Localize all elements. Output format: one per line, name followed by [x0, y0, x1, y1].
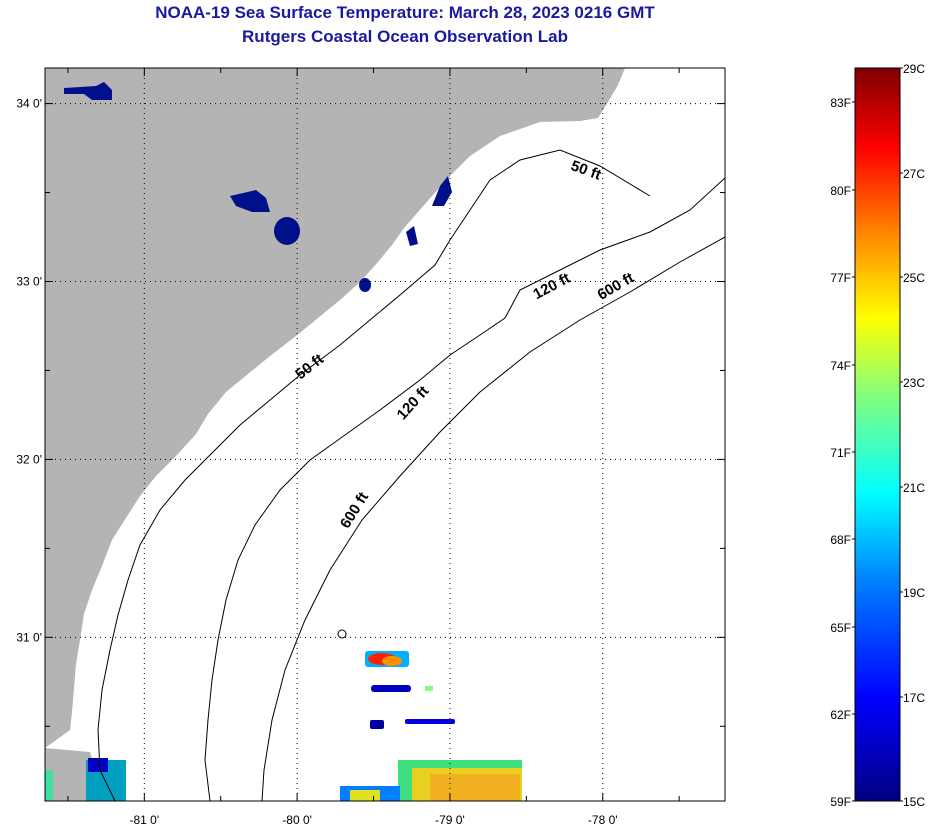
colorbar-f-label: 80F	[830, 184, 851, 198]
colorbar-gradient	[855, 68, 900, 801]
x-tick-label: -78 0'	[588, 813, 618, 827]
x-tick-label: -80 0'	[282, 813, 312, 827]
map-subtitle: Rutgers Coastal Ocean Observation Lab	[242, 27, 568, 46]
land-mass	[45, 68, 625, 748]
y-tick-label: 34 0'	[16, 97, 42, 111]
colorbar-c-label: 21C	[903, 481, 925, 495]
x-tick-label: -79 0'	[435, 813, 465, 827]
colorbar-c-label: 19C	[903, 586, 925, 600]
contour-600ft	[261, 236, 725, 801]
sst-patches	[45, 651, 522, 801]
land-mass-south	[45, 748, 96, 801]
colorbar-f-label: 68F	[830, 533, 851, 547]
colorbar-f-label: 59F	[830, 795, 851, 809]
colorbar-c-label: 27C	[903, 167, 925, 181]
colorbar-f-label: 77F	[830, 271, 851, 285]
colorbar-c-label: 23C	[903, 376, 925, 390]
axis-ticks: -81 0' -80 0' -79 0' -78 0' 34 0' 33 0' 32 0' 3…	[16, 68, 725, 827]
lat-lon-grid	[45, 68, 725, 801]
colorbar-frame	[854, 67, 901, 802]
contour-120ft	[204, 177, 725, 801]
colorbar-c-label: 17C	[903, 691, 925, 705]
map-title: NOAA-19 Sea Surface Temperature: March 2…	[155, 3, 655, 22]
map-frame	[44, 67, 726, 802]
colorbar-f-label: 83F	[830, 96, 851, 110]
x-tick-label: -81 0'	[129, 813, 159, 827]
colorbar-c-label: 15C	[903, 795, 925, 809]
colorbar-f-label: 74F	[830, 359, 851, 373]
colorbar-labels: 83F 80F 77F 74F 71F 68F 65F 62F 59F 29C 27C 25C 23C 2…	[830, 62, 925, 809]
y-tick-label: 32 0'	[16, 452, 42, 466]
colorbar: 83F 80F 77F 74F 71F 68F 65F 62F 59F 29C 27C 25C 23C 2…	[830, 62, 925, 809]
colorbar-f-label: 65F	[830, 621, 851, 635]
lakes	[64, 82, 452, 292]
contour-50ft	[97, 149, 651, 801]
colorbar-f-label: 71F	[830, 446, 851, 460]
y-tick-label: 31 0'	[16, 630, 42, 644]
seamount-contour	[337, 629, 347, 639]
y-tick-label: 33 0'	[16, 274, 42, 288]
colorbar-c-label: 25C	[903, 271, 925, 285]
colorbar-c-label: 29C	[903, 62, 925, 76]
colorbar-f-label: 62F	[830, 708, 851, 722]
